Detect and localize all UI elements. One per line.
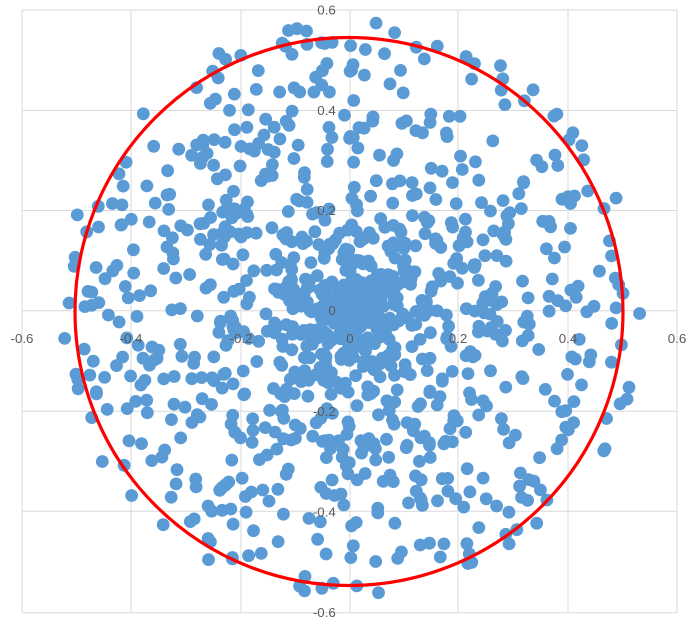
svg-text:0: 0 [328,303,335,318]
svg-text:-0.4: -0.4 [313,504,336,519]
svg-text:-0.2: -0.2 [230,331,253,346]
svg-text:-0.2: -0.2 [313,404,336,419]
svg-text:-0.6: -0.6 [11,331,34,346]
svg-text:-0.6: -0.6 [313,605,336,620]
svg-text:0.6: 0.6 [317,3,336,18]
svg-text:0.2: 0.2 [449,331,468,346]
svg-text:0: 0 [346,331,353,346]
svg-text:0.2: 0.2 [317,203,336,218]
svg-text:-0.4: -0.4 [120,331,143,346]
svg-text:0.4: 0.4 [559,331,578,346]
svg-text:0.4: 0.4 [317,103,336,118]
svg-text:0.6: 0.6 [668,331,687,346]
